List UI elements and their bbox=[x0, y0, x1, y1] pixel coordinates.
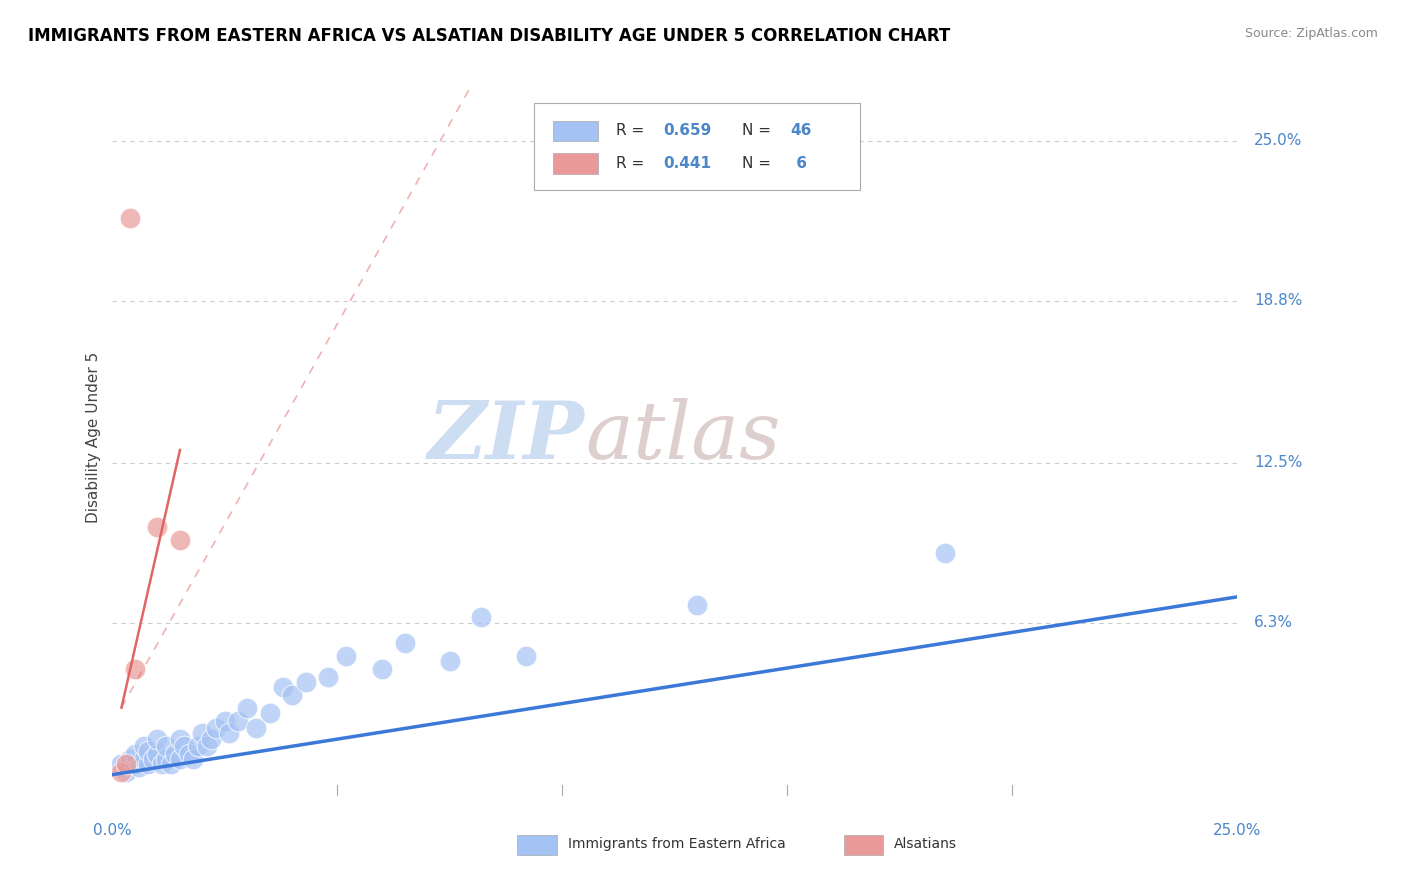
Point bbox=[110, 757, 132, 772]
Point bbox=[470, 610, 492, 624]
Point bbox=[439, 654, 461, 668]
Text: N =: N = bbox=[742, 123, 776, 138]
Text: 46: 46 bbox=[790, 123, 813, 138]
Point bbox=[934, 546, 956, 560]
Text: ZIP: ZIP bbox=[427, 399, 585, 475]
Point bbox=[138, 757, 160, 772]
Point bbox=[132, 739, 155, 754]
Text: atlas: atlas bbox=[585, 399, 780, 475]
FancyBboxPatch shape bbox=[844, 835, 883, 855]
Point bbox=[146, 731, 169, 746]
Point bbox=[245, 721, 267, 735]
Point bbox=[169, 752, 191, 766]
Point bbox=[183, 752, 205, 766]
Point bbox=[132, 752, 155, 766]
Point bbox=[318, 670, 340, 684]
FancyBboxPatch shape bbox=[554, 153, 599, 174]
Point bbox=[128, 760, 150, 774]
Point bbox=[115, 757, 138, 772]
Point bbox=[124, 757, 146, 772]
FancyBboxPatch shape bbox=[554, 120, 599, 141]
Point bbox=[120, 752, 142, 766]
Text: Source: ZipAtlas.com: Source: ZipAtlas.com bbox=[1244, 27, 1378, 40]
Text: 12.5%: 12.5% bbox=[1254, 455, 1302, 470]
Text: 25.0%: 25.0% bbox=[1254, 133, 1302, 148]
Text: N =: N = bbox=[742, 156, 776, 171]
Point bbox=[281, 688, 304, 702]
Point bbox=[191, 726, 214, 740]
Point bbox=[155, 739, 177, 754]
Point bbox=[205, 721, 228, 735]
Point bbox=[173, 739, 195, 754]
Point bbox=[686, 598, 709, 612]
Point bbox=[160, 757, 183, 772]
Text: 6.3%: 6.3% bbox=[1254, 615, 1294, 630]
Point bbox=[110, 765, 132, 780]
Point bbox=[120, 211, 142, 225]
Point bbox=[214, 714, 236, 728]
Point bbox=[394, 636, 416, 650]
Y-axis label: Disability Age Under 5: Disability Age Under 5 bbox=[86, 351, 101, 523]
Text: 25.0%: 25.0% bbox=[1213, 823, 1261, 838]
Text: 6: 6 bbox=[790, 156, 807, 171]
Point bbox=[115, 765, 138, 780]
Point bbox=[146, 747, 169, 761]
Point bbox=[155, 752, 177, 766]
Text: Immigrants from Eastern Africa: Immigrants from Eastern Africa bbox=[568, 837, 786, 851]
Point bbox=[335, 649, 357, 664]
Point bbox=[124, 747, 146, 761]
Point bbox=[273, 680, 295, 694]
Text: 0.441: 0.441 bbox=[664, 156, 711, 171]
FancyBboxPatch shape bbox=[534, 103, 860, 190]
Point bbox=[218, 726, 240, 740]
Text: 0.0%: 0.0% bbox=[93, 823, 132, 838]
Point bbox=[515, 649, 537, 664]
Point bbox=[177, 747, 200, 761]
Point bbox=[236, 700, 259, 714]
FancyBboxPatch shape bbox=[517, 835, 557, 855]
Point bbox=[228, 714, 250, 728]
Point bbox=[200, 731, 222, 746]
Text: Alsatians: Alsatians bbox=[894, 837, 957, 851]
Point bbox=[150, 757, 173, 772]
Text: 0.659: 0.659 bbox=[664, 123, 711, 138]
Point bbox=[259, 706, 281, 720]
Point bbox=[124, 662, 146, 676]
Point bbox=[371, 662, 394, 676]
Text: R =: R = bbox=[616, 156, 650, 171]
Point bbox=[169, 533, 191, 548]
Point bbox=[295, 674, 318, 689]
Point bbox=[146, 520, 169, 534]
Point bbox=[142, 752, 165, 766]
Text: IMMIGRANTS FROM EASTERN AFRICA VS ALSATIAN DISABILITY AGE UNDER 5 CORRELATION CH: IMMIGRANTS FROM EASTERN AFRICA VS ALSATI… bbox=[28, 27, 950, 45]
Point bbox=[165, 747, 187, 761]
Point bbox=[169, 731, 191, 746]
Point bbox=[138, 744, 160, 758]
Text: 18.8%: 18.8% bbox=[1254, 293, 1302, 308]
Point bbox=[195, 739, 218, 754]
Text: R =: R = bbox=[616, 123, 650, 138]
Point bbox=[187, 739, 209, 754]
